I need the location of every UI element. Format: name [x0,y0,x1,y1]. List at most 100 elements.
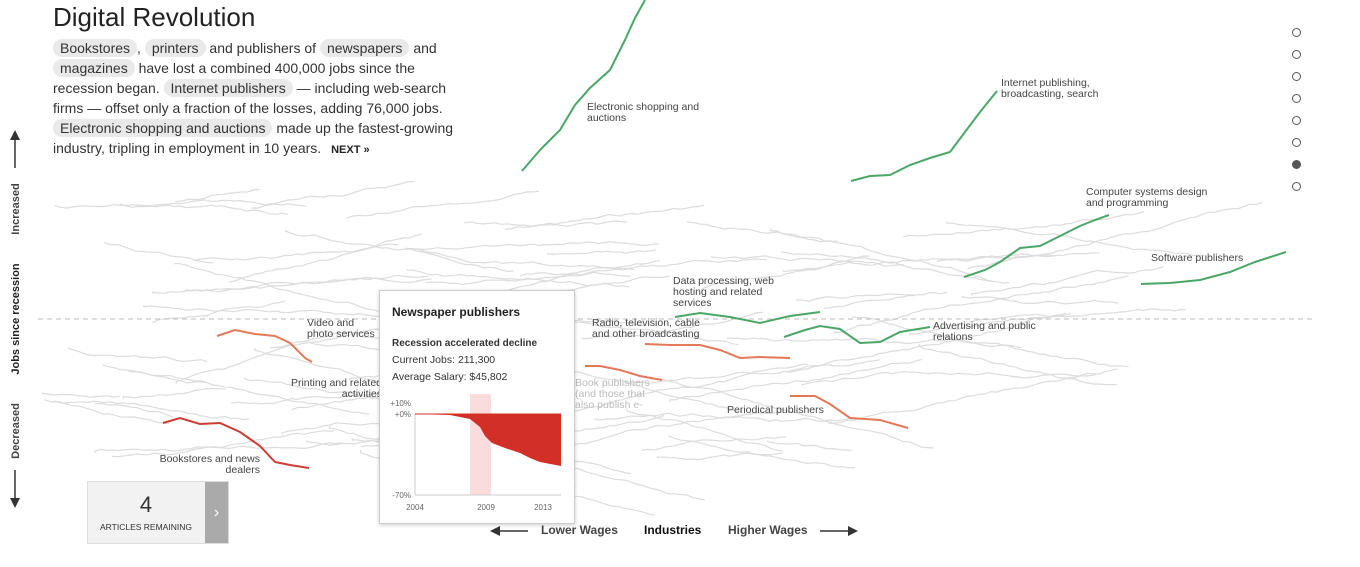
nav-dot[interactable] [1292,160,1301,169]
label-data-processing[interactable]: Data processing, web hosting and related… [673,275,774,309]
background-line [903,210,1144,238]
background-line [54,400,170,425]
next-button[interactable]: NEXT » [331,144,370,156]
background-line [44,398,249,421]
background-line [152,274,429,294]
chip-magazines[interactable]: magazines [53,59,135,77]
background-line [852,316,1129,368]
y-label-increased: Increased [10,183,22,235]
background-line [152,300,286,324]
background-industry-lines [41,180,1263,516]
tooltip-subtitle: Recession accelerated decline [392,338,538,349]
background-line [656,452,784,461]
background-line [505,204,705,230]
tick-top: +10% [390,399,411,408]
label-radio-tv[interactable]: Radio, television, cable and other broad… [592,317,700,340]
page-title: Digital Revolution [53,2,256,32]
chip-electronic-shopping[interactable]: Electronic shopping and auctions [53,119,273,137]
label-advertising[interactable]: Advertising and public relations [933,320,1036,343]
background-line [464,220,628,228]
articles-label: ARTICLES REMAINING [100,522,192,532]
background-line [406,241,659,251]
intro-text: and publishers of [209,40,317,56]
background-line [801,370,1096,386]
background-line [194,243,399,261]
label-book-publishers[interactable]: Book publishers (and those that also pub… [575,378,650,411]
nav-dot[interactable] [1292,94,1301,103]
video-photo-line[interactable] [216,328,313,363]
intro-text: and [413,40,437,56]
data-processing-line[interactable] [674,311,821,325]
background-line [767,440,852,451]
label-electronic-shopping[interactable]: Electronic shopping and auctions [587,101,700,124]
background-line [175,188,260,203]
radio-tv-line[interactable] [644,343,791,360]
slide-navigation [1292,28,1301,204]
background-line [549,363,809,420]
background-line [174,263,391,314]
background-line [485,260,660,299]
computer-systems-line[interactable] [963,214,1110,278]
label-computer-systems[interactable]: Computer systems design and programming [1086,186,1208,209]
bookstores-line[interactable] [162,416,310,469]
background-line [520,258,767,277]
advertising-line[interactable] [783,324,931,345]
background-line [68,347,208,363]
label-bookstores[interactable]: Bookstores and news dealers [159,453,260,476]
nav-dot[interactable] [1292,116,1301,125]
background-line [143,305,420,322]
chip-newspapers[interactable]: newspapers [319,39,410,57]
higher-wages-arrow [820,526,858,536]
lower-wages-arrow [490,526,528,536]
background-line [627,359,881,385]
background-line [229,233,423,283]
articles-arrow-button[interactable]: › [205,482,228,543]
background-line [828,368,1118,424]
software-publishers-line[interactable] [1140,251,1287,285]
background-line [111,430,335,458]
background-line [918,343,1118,386]
background-line [284,230,514,273]
periodical-line[interactable] [790,395,909,429]
intro-text: — including web-search firms — offset on… [53,80,447,116]
x-label-industries: Industries [644,523,702,537]
background-line [53,199,307,209]
tick-x-2009: 2009 [477,503,495,512]
x-label-lower-wages: Lower Wages [541,523,618,537]
background-line [582,311,763,340]
nav-dot[interactable] [1292,28,1301,37]
nav-dot[interactable] [1292,50,1301,59]
internet-publishing-line[interactable] [850,90,998,182]
background-line [687,221,838,243]
background-line [405,247,635,271]
label-printing[interactable]: Printing and related activities [290,378,382,400]
book-publishers-line[interactable] [585,365,663,381]
electronic-shopping-line[interactable] [521,0,646,172]
nav-dot[interactable] [1292,182,1301,191]
background-line [833,275,1129,334]
background-line [291,394,383,411]
background-line [727,337,1022,349]
label-software-publishers[interactable]: Software publishers [1151,252,1244,264]
chip-bookstores[interactable]: Bookstores [53,39,138,57]
label-periodical[interactable]: Periodical publishers [727,404,824,416]
y-label-decreased: Decreased [10,403,22,459]
tick-bottom: -70% [392,491,411,500]
chip-printers[interactable]: printers [144,39,206,57]
nav-dot[interactable] [1292,72,1301,81]
articles-count: 4 [139,492,153,517]
background-line [175,320,405,384]
background-line [547,249,657,256]
label-internet-publishing[interactable]: Internet publishing, broadcasting, searc… [1001,77,1099,100]
chip-internet-publishers[interactable]: Internet publishers [163,79,293,97]
tick-x-2013: 2013 [534,503,552,512]
label-video-photo[interactable]: Video and photo services [307,318,375,340]
background-line [406,269,630,288]
x-label-higher-wages: Higher Wages [728,523,808,537]
tooltip-jobs: Current Jobs: 211,300 [392,354,496,366]
background-line [346,190,540,219]
recession-band [470,394,491,495]
nav-dot[interactable] [1292,138,1301,147]
background-line [970,266,1164,296]
